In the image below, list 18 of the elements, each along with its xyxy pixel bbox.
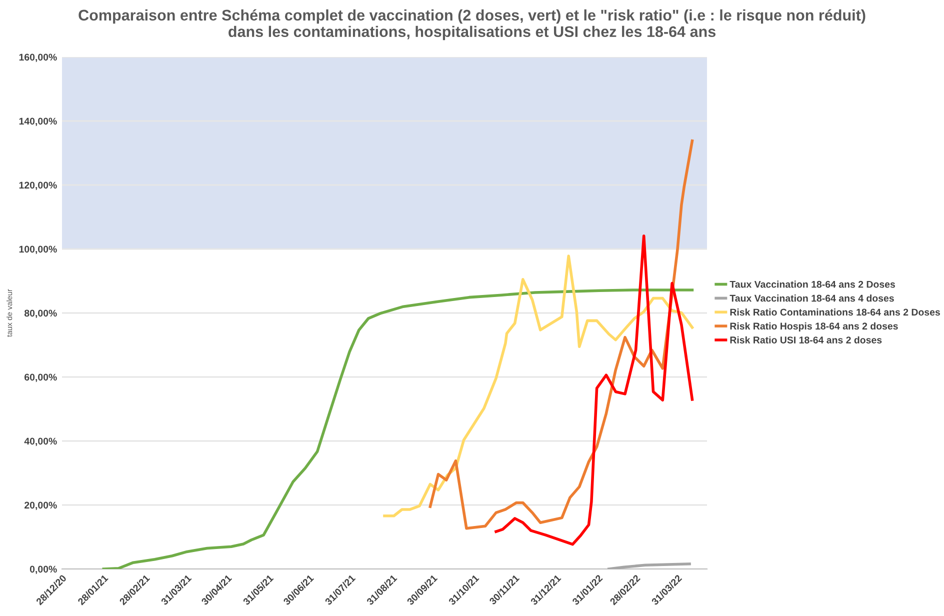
legend-label: Risk Ratio USI 18-64 ans 2 doses xyxy=(730,336,882,344)
y-tick-label: 40,00% xyxy=(24,438,57,446)
legend-label: Taux Vaccination 18-64 ans 4 doses xyxy=(730,294,894,302)
y-tick-label: 80,00% xyxy=(24,310,57,318)
line-series xyxy=(383,254,694,518)
y-tick-label: 0,00% xyxy=(30,566,57,574)
line-series xyxy=(102,288,694,569)
y-tick-label: 160,00% xyxy=(19,54,57,62)
y-tick-label: 20,00% xyxy=(24,502,57,510)
line-series xyxy=(494,234,694,546)
y-tick-label: 140,00% xyxy=(19,118,57,126)
legend-label: Taux Vaccination 18-64 ans 2 Doses xyxy=(730,280,895,288)
y-tick-label: 100,00% xyxy=(19,246,57,254)
legend-label: Risk Ratio Hospis 18-64 ans 2 doses xyxy=(730,322,898,332)
y-tick-label: 120,00% xyxy=(19,182,57,190)
y-tick-label: 60,00% xyxy=(24,374,57,382)
legend-label: Risk Ratio Contaminations 18-64 ans 2 Doses xyxy=(730,308,940,316)
chart-title: Comparaison entre Schéma complet de vaccination (2 doses, vert) et le "risk ratio" (i.e : le risque non réduit) dans les contaminations, hospitalisations et USI chez les 18-64 ans xyxy=(78,9,866,40)
